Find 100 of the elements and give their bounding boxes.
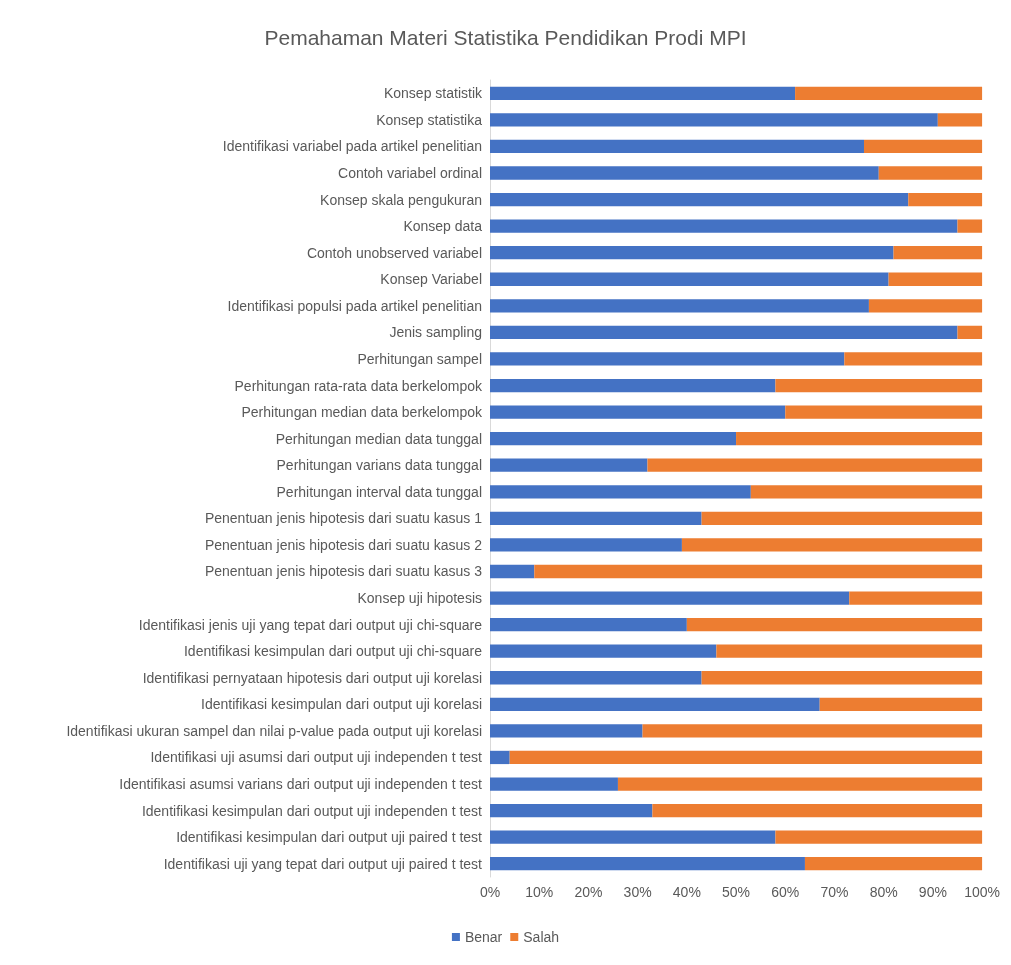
bar — [681, 538, 983, 552]
bar — [490, 325, 958, 340]
bar — [490, 299, 869, 313]
bar — [490, 538, 682, 552]
bar — [647, 458, 983, 472]
bar — [490, 857, 805, 871]
y-tick-label: Identifikasi uji asumsi dari output uji independen t test — [150, 749, 483, 766]
y-tick-label: Identifikasi kesimpulan dari output uji korelasi — [201, 696, 482, 713]
x-tick-label: 80% — [869, 884, 898, 900]
bar — [868, 299, 983, 313]
bar — [878, 166, 983, 180]
y-tick-label: Perhitungan rata-rata data berkelompok — [234, 377, 483, 394]
bar — [795, 86, 983, 100]
bar — [490, 86, 796, 100]
bar — [490, 139, 864, 154]
bar — [534, 564, 983, 579]
y-tick-label: Contoh unobserved variabel — [306, 244, 482, 261]
bar — [957, 325, 983, 340]
bar — [490, 246, 894, 260]
bar — [509, 750, 983, 765]
bar — [957, 219, 983, 233]
y-tick-label: Identifikasi ukuran sampel dan nilai p-value pada output uji korelasi — [66, 722, 482, 739]
chart-title: Pemahaman Materi Statistika Pendidikan Prodi MPI — [264, 26, 747, 49]
bar — [490, 591, 850, 605]
x-tick-label: 40% — [672, 884, 701, 900]
y-tick-label: Konsep statistika — [376, 111, 483, 128]
bar — [490, 378, 776, 393]
y-tick-label: Perhitungan varians data tunggal — [276, 457, 482, 474]
bar — [490, 830, 776, 844]
bar — [490, 432, 737, 446]
y-tick-label: Konsep Variabel — [380, 271, 482, 288]
x-tick-label: 60% — [771, 884, 800, 900]
bar — [775, 830, 983, 844]
y-tick-label: Perhitungan sampel — [357, 350, 482, 367]
bar — [490, 192, 909, 207]
bar — [490, 352, 845, 366]
bar — [652, 803, 983, 818]
x-tick-label: 10% — [525, 884, 554, 900]
y-tick-label: Perhitungan median data berkelompok — [241, 404, 483, 421]
bar — [490, 485, 751, 499]
bar — [490, 777, 618, 791]
legend-label: Salah — [523, 929, 560, 945]
bar — [804, 857, 983, 871]
bar — [937, 113, 983, 127]
bar — [490, 697, 820, 711]
x-tick-label: 0% — [479, 884, 501, 900]
bar — [849, 591, 983, 605]
y-tick-label: Perhitungan median data tunggal — [275, 430, 482, 447]
bar — [490, 564, 535, 579]
bar — [642, 724, 983, 738]
bar — [490, 511, 702, 525]
bar — [701, 671, 983, 685]
bar — [490, 458, 648, 472]
bar — [701, 511, 983, 525]
bar — [490, 750, 510, 765]
bar — [490, 405, 786, 419]
legend-label: Benar — [464, 929, 503, 945]
bar — [686, 617, 983, 632]
y-tick-label: Identifikasi kesimpulan dari output uji independen t test — [141, 802, 483, 819]
bar — [490, 724, 643, 738]
bar — [736, 432, 983, 446]
bar — [490, 803, 653, 818]
bar — [716, 644, 983, 658]
y-tick-label: Konsep uji hipotesis — [357, 590, 482, 607]
y-tick-label: Jenis sampling — [389, 324, 482, 341]
y-tick-label: Identifikasi asumsi varians dari output uji independen t test — [119, 776, 483, 793]
y-tick-label: Identifikasi kesimpulan dari output uji paired t test — [176, 829, 483, 846]
bar — [750, 485, 983, 499]
y-tick-label: Identifikasi jenis uji yang tepat dari output uji chi-square — [138, 616, 483, 633]
y-tick-label: Konsep skala pengukuran — [320, 191, 482, 208]
x-tick-label: 30% — [623, 884, 652, 900]
y-tick-label: Identifikasi kesimpulan dari output uji chi-square — [183, 643, 483, 660]
y-tick-label: Contoh variabel ordinal — [338, 164, 482, 181]
y-tick-label: Identifikasi populsi pada artikel penelitian — [227, 297, 482, 314]
bar — [617, 777, 983, 791]
y-tick-label: Penentuan jenis hipotesis dari suatu kasus 2 — [204, 536, 483, 553]
y-tick-label: Perhitungan interval data tunggal — [276, 483, 482, 500]
bar — [490, 219, 958, 233]
x-tick-label: 100% — [964, 884, 1000, 900]
bar — [490, 166, 879, 180]
y-tick-label: Identifikasi pernyataan hipotesis dari output uji korelasi — [142, 669, 482, 686]
bar — [490, 272, 889, 286]
bar — [490, 617, 687, 632]
y-tick-label: Penentuan jenis hipotesis dari suatu kasus 3 — [204, 563, 483, 580]
bar — [908, 192, 983, 207]
x-tick-label: 70% — [820, 884, 849, 900]
bar — [775, 378, 983, 393]
bar — [819, 697, 983, 711]
y-tick-label: Identifikasi uji yang tepat dari output uji paired t test — [163, 855, 483, 872]
y-tick-label: Konsep data — [403, 218, 483, 235]
bar — [490, 644, 717, 658]
x-tick-label: 50% — [722, 884, 751, 900]
x-tick-label: 20% — [574, 884, 603, 900]
bar — [490, 671, 702, 685]
bar — [888, 272, 983, 286]
y-tick-label: Penentuan jenis hipotesis dari suatu kasus 1 — [204, 510, 483, 527]
x-tick-label: 90% — [918, 884, 947, 900]
bar — [893, 246, 983, 260]
bar — [863, 139, 983, 154]
y-tick-label: Konsep statistik — [383, 85, 483, 102]
